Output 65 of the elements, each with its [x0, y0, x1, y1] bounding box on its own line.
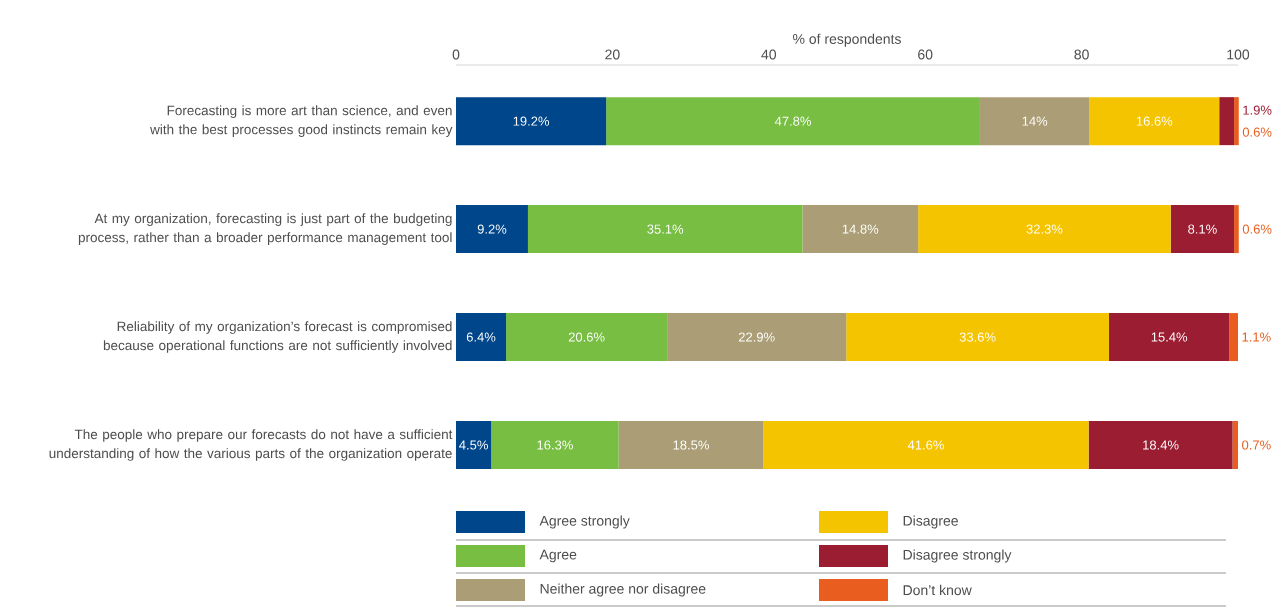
legend-label: Disagree [903, 515, 958, 529]
data-label: 8.1% [1188, 224, 1217, 234]
bar [527, 205, 803, 254]
x-tick-label: 0 [452, 49, 460, 60]
bar [506, 313, 668, 362]
data-label: 14% [1022, 116, 1048, 126]
data-label: 15.4% [1151, 332, 1188, 342]
bar [1088, 421, 1233, 470]
bar [846, 313, 1109, 362]
data-label: 32.3% [1026, 224, 1063, 234]
data-label: 14.8% [842, 224, 879, 234]
data-label: 0.6% [1242, 127, 1272, 137]
data-label: 41.6% [907, 440, 944, 450]
bar [1089, 97, 1220, 146]
bar [1229, 313, 1238, 362]
bar [1232, 421, 1238, 470]
bar [763, 421, 1089, 470]
data-label: 1.9% [1243, 105, 1272, 115]
bar [667, 313, 847, 362]
bar [456, 205, 528, 254]
y-tick-label: Reliability of my organization’s forecast is compromised because operational functions are not sufficiently involved [103, 321, 452, 353]
y-tick-label: At my organization, forecasting is just part of the budgeting process, rather than a broader performance management tool [78, 213, 452, 245]
bar [618, 421, 764, 470]
bar [456, 313, 507, 362]
bar [1170, 205, 1235, 254]
y-tick-label: The people who prepare our forecasts do not have a sufficient understanding of how the various parts of the organization operate [49, 429, 453, 461]
y-tick-label: Forecasting is more art than science, and even with the best processes good instincts remain key [150, 105, 453, 137]
bar [491, 421, 619, 470]
data-label: 20.6% [568, 332, 605, 342]
x-tick-label: 80 [1074, 49, 1089, 60]
x-axis-title: % of respondents [793, 33, 901, 47]
legend-label: Don’t know [903, 584, 972, 596]
data-label: 16.6% [1136, 116, 1173, 126]
data-label: 1.1% [1242, 332, 1271, 342]
legend-label: Neither agree nor disagree [540, 583, 706, 597]
bar [1108, 313, 1230, 362]
data-label: 4.5% [459, 440, 488, 450]
data-label: 19.2% [513, 116, 550, 126]
bar [979, 97, 1090, 146]
data-label: 22.9% [738, 332, 775, 342]
bar [456, 421, 492, 470]
data-label: 47.8% [774, 116, 812, 126]
legend-label: Agree [539, 549, 577, 563]
bar [918, 205, 1171, 254]
legend-label: Agree strongly [539, 515, 630, 529]
bar [1219, 97, 1235, 146]
data-label: 35.1% [647, 224, 684, 234]
data-label: 33.6% [959, 332, 996, 342]
data-label: 0.7% [1242, 440, 1271, 450]
data-label: 18.4% [1143, 440, 1179, 450]
data-label: 16.3% [537, 440, 573, 450]
bar [1234, 205, 1239, 254]
x-tick-label: 20 [605, 49, 620, 60]
data-label: 0.6% [1242, 224, 1272, 234]
bar [456, 97, 607, 146]
legend-label: Disagree strongly [903, 549, 1012, 563]
x-tick-label: 40 [761, 49, 777, 60]
bar [606, 97, 980, 146]
x-tick-label: 100 [1227, 49, 1250, 60]
bar [1234, 97, 1239, 146]
x-tick-label: 60 [918, 49, 933, 60]
data-label: 6.4% [466, 332, 496, 342]
bar [802, 205, 919, 254]
data-label: 9.2% [477, 224, 507, 234]
data-label: 18.5% [673, 440, 709, 450]
